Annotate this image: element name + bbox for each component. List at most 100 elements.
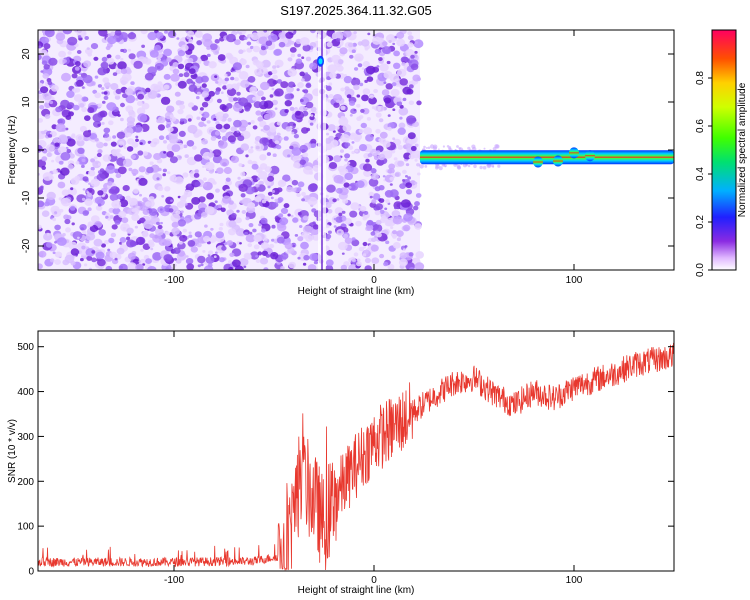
noise-speck [390,88,400,97]
y-tick-label: 100 [17,522,34,533]
noise-speck [250,120,255,124]
noise-speck [212,181,217,185]
y-tick-label: 20 [21,48,32,60]
signal-halo-speck [438,148,440,150]
noise-speck [96,152,102,158]
noise-speck [259,67,268,75]
noise-speck [385,199,390,204]
noise-speck [94,137,99,142]
noise-speck [76,50,82,54]
noise-speck [255,183,260,188]
noise-speck [253,234,262,243]
noise-speck [118,141,125,146]
noise-speck [200,54,209,62]
signal-halo-speck [471,144,476,149]
noise-speck [148,196,155,202]
figure-title: S197.2025.364.11.32.G05 [280,3,432,18]
noise-speck [296,193,301,197]
noise-speck [134,225,138,229]
noise-speck [378,37,384,43]
noise-speck [274,198,279,203]
noise-speck [179,120,185,125]
noise-speck [407,35,414,41]
colorbar-gradient [711,29,737,271]
noise-speck [386,34,396,43]
noise-speck [102,100,106,104]
noise-speck [167,126,174,133]
noise-speck [62,59,67,63]
noise-speck [260,45,266,51]
noise-speck [336,187,343,194]
noise-speck [119,237,127,243]
noise-speck [344,86,350,91]
noise-speck [274,107,278,110]
noise-speck [342,198,349,204]
noise-speck [105,165,116,174]
noise-speck [391,210,401,218]
noise-speck [406,115,417,124]
noise-speck [263,30,267,33]
noise-speck [174,91,181,97]
noise-speck [280,266,285,270]
noise-speck [119,76,129,85]
noise-speck [217,140,228,149]
noise-speck [168,135,179,144]
noise-speck [269,126,277,133]
noise-speck [263,124,270,131]
noise-speck [179,104,186,110]
noise-speck [101,56,108,63]
noise-speck [107,181,113,186]
noise-speck [343,74,347,77]
noise-speck [89,224,99,233]
noise-speck [349,210,358,218]
noise-speck [67,51,72,55]
noise-speck [251,163,259,170]
noise-speck [157,167,162,172]
noise-speck [144,229,148,233]
noise-speck [194,231,202,238]
noise-speck [287,81,296,88]
noise-speck [383,97,392,104]
noise-speck [39,105,45,110]
noise-speck [355,180,365,188]
noise-speck [333,225,337,228]
noise-speck [107,248,111,252]
noise-speck [279,217,289,226]
noise-speck [54,211,58,214]
noise-speck [77,147,85,154]
noise-speck [299,225,303,228]
noise-speck [283,203,290,209]
noise-speck [336,198,340,201]
noise-speck [326,41,333,48]
noise-speck [361,67,365,70]
noise-speck [196,96,200,100]
noise-speck [342,30,352,38]
noise-speck [362,88,371,95]
noise-speck [168,208,174,213]
noise-speck [41,156,48,162]
colorbar-tick-label: 0.4 [695,167,706,181]
noise-speck [40,70,44,73]
noise-speck [60,167,70,176]
noise-speck [215,81,219,84]
noise-speck [271,238,275,242]
noise-speck [194,154,203,162]
noise-speck [354,149,359,153]
noise-speck [295,58,303,64]
noise-speck [372,33,377,38]
noise-speck [362,241,368,247]
noise-speck [389,183,393,186]
noise-speck [83,60,92,68]
noise-speck [215,251,218,254]
noise-speck [163,48,173,57]
noise-speck [271,87,275,91]
noise-speck [171,227,180,235]
noise-speck [212,155,223,164]
noise-speck [187,183,192,187]
noise-speck [343,182,350,188]
noise-speck [236,209,240,213]
noise-speck [81,106,87,113]
noise-speck [234,39,241,46]
noise-speck [348,264,358,270]
noise-speck [363,210,369,215]
